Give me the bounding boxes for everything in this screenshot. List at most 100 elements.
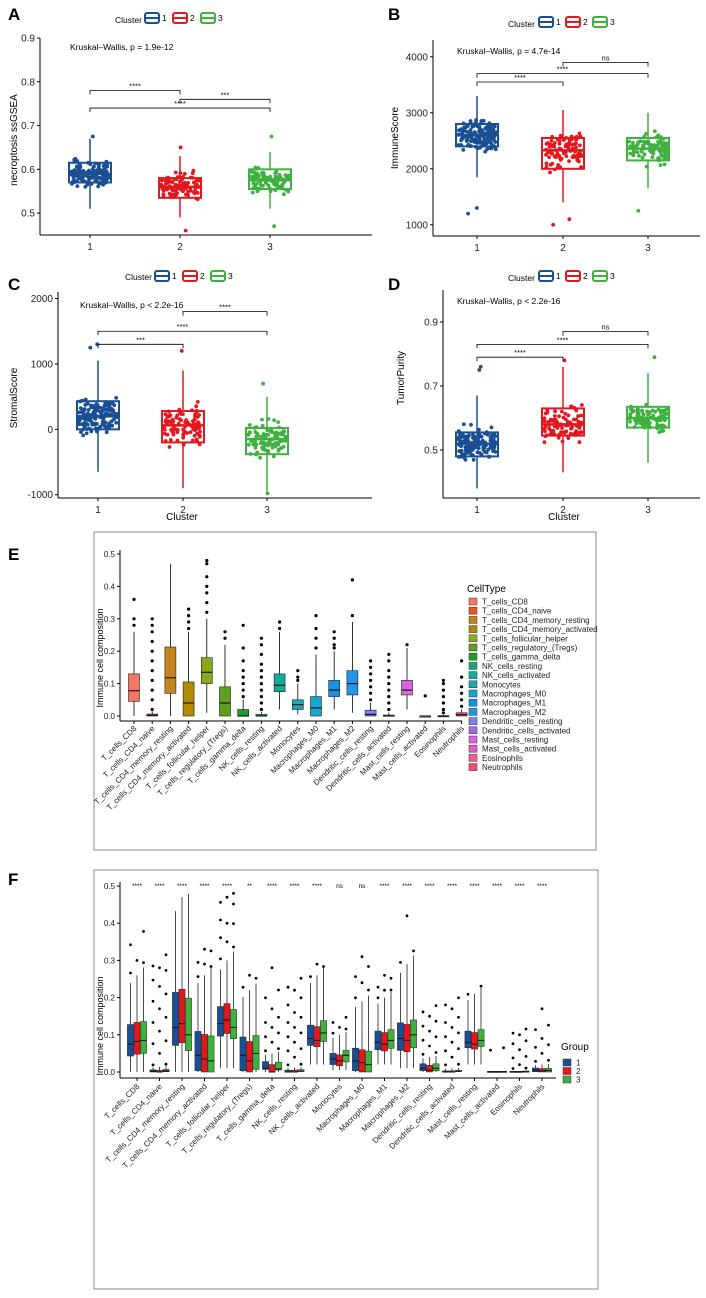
panel-frame	[93, 531, 597, 851]
data-point	[269, 427, 274, 432]
box-Monocytes	[291, 669, 304, 715]
data-point	[562, 358, 567, 363]
data-point	[102, 407, 107, 412]
legend-label: Eosinophils	[482, 754, 523, 763]
outlier	[444, 1063, 447, 1067]
box-NK_cells_resting-group-3	[297, 976, 305, 1072]
data-point	[492, 132, 497, 137]
box	[313, 1026, 321, 1047]
box	[307, 1024, 314, 1046]
outlier	[296, 675, 300, 679]
data-point	[179, 349, 184, 353]
data-point	[252, 426, 257, 430]
data-point	[181, 432, 186, 437]
data-point	[181, 412, 185, 416]
box-T_cells_CD4_naive-group-2	[156, 966, 163, 1073]
data-point	[178, 410, 182, 415]
data-point	[181, 435, 186, 440]
data-point	[192, 180, 196, 185]
data-point	[277, 172, 282, 177]
outlier	[150, 617, 154, 621]
significance-label: ****	[402, 883, 413, 890]
data-point	[175, 413, 180, 418]
data-point	[578, 148, 582, 153]
outlier	[158, 966, 161, 970]
legend-item: T_cells_CD4_memory_activated	[468, 625, 598, 634]
data-point	[488, 435, 493, 439]
box	[381, 1032, 388, 1052]
box-Macrophages_M1-group-1	[374, 985, 382, 1065]
box	[387, 1029, 395, 1049]
data-point	[272, 418, 276, 423]
data-point	[170, 179, 175, 184]
bracket-line	[476, 344, 649, 349]
legend-label: T_cells_CD4_memory_resting	[482, 616, 590, 625]
legend-item: T_cells_CD4_memory_resting	[468, 616, 590, 625]
data-point	[653, 417, 657, 421]
significance-label: ****	[199, 883, 210, 890]
data-point	[256, 173, 261, 178]
box-Macrophages_M1-group-2	[381, 973, 388, 1065]
outlier	[344, 1015, 348, 1019]
box	[464, 1030, 472, 1049]
data-point	[175, 438, 180, 443]
y-axis: -1000 0 1000 2000	[27, 292, 372, 501]
outlier	[354, 996, 357, 1000]
data-point	[651, 413, 656, 418]
outlier	[293, 1026, 296, 1029]
box-Mast_cells_resting	[401, 643, 413, 710]
data-point	[182, 172, 187, 176]
data-point	[645, 409, 649, 414]
data-point	[635, 150, 640, 155]
data-point	[177, 407, 182, 412]
box-Neutrophils-group-1	[532, 1028, 539, 1072]
box-NK_cells_resting	[255, 636, 268, 717]
data-point	[280, 182, 285, 187]
data-point	[71, 176, 76, 181]
y-axis: 0.0 0.1 0.2 0.3 0.4 0.5	[104, 882, 556, 1079]
y-tick-label: 0.3	[104, 956, 116, 965]
data-point	[165, 187, 170, 192]
data-point	[542, 440, 547, 445]
x-tick-label: 3	[645, 505, 651, 516]
data-point	[555, 137, 560, 142]
legend-item-1: 1	[538, 16, 561, 28]
outlier	[299, 1015, 303, 1019]
data-point	[83, 184, 88, 189]
data-point	[258, 441, 263, 446]
data-point	[162, 427, 167, 432]
outlier	[296, 678, 300, 683]
box-T_cells_gamma_delta	[237, 623, 249, 717]
data-point	[103, 420, 108, 424]
data-point	[77, 410, 82, 415]
outlier	[132, 623, 136, 627]
data-point	[478, 121, 483, 126]
data-point	[105, 163, 109, 167]
x-tick-label: 2	[177, 242, 183, 253]
data-point	[466, 142, 471, 147]
data-point	[471, 138, 475, 142]
data-point	[95, 422, 99, 426]
legend-swatch	[468, 763, 478, 771]
data-point	[188, 430, 193, 435]
bracket-label: ns	[602, 53, 610, 62]
data-point	[577, 440, 582, 445]
outlier	[187, 607, 191, 611]
y-tick-label: 0.5	[21, 209, 35, 220]
plot-marks	[68, 134, 292, 233]
data-point	[163, 439, 168, 443]
outlier	[209, 965, 213, 968]
legend-label: T_cells_CD4_naive	[482, 607, 552, 616]
data-point	[634, 146, 639, 151]
outlier	[205, 562, 209, 566]
outlier	[254, 976, 258, 980]
legend-title: Cluster	[125, 272, 152, 282]
y-tick-label: 0.1	[104, 1031, 116, 1040]
legend-swatches: 1 2 3	[538, 270, 615, 282]
legend-swatch	[468, 726, 478, 735]
data-point	[542, 419, 547, 424]
data-point	[478, 364, 483, 369]
outlier	[205, 558, 209, 563]
outlier	[524, 1066, 528, 1070]
y-tick-label: 0.4	[104, 582, 116, 591]
